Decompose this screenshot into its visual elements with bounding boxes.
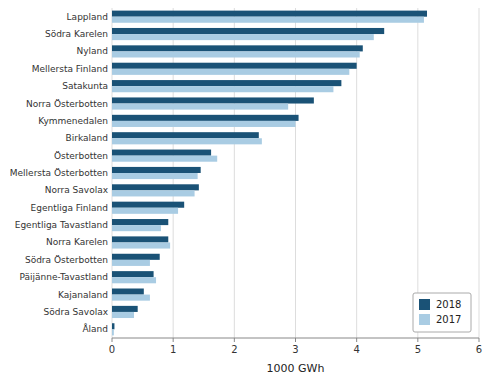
grid: [112, 8, 479, 338]
category-label: Satakunta: [62, 81, 108, 91]
category-label: Egentliga Tavastland: [15, 220, 108, 230]
bar: [112, 184, 199, 190]
grid-line: [479, 8, 480, 338]
tick-label: 2: [231, 344, 237, 355]
tick-mark: [112, 338, 113, 342]
bar: [112, 329, 114, 335]
bar: [112, 190, 195, 196]
bar: [112, 173, 198, 179]
bar: [112, 45, 363, 51]
bar: [112, 312, 134, 318]
bar: [112, 271, 154, 277]
axis-label: 1000 GWh: [267, 362, 325, 375]
bar: [112, 225, 161, 231]
bar: [112, 202, 184, 208]
bar: [112, 34, 374, 40]
tick-mark: [173, 338, 174, 342]
tick-label: 1: [170, 344, 176, 355]
category-label: Egentliga Finland: [31, 203, 108, 213]
bar: [112, 295, 150, 301]
y-axis: Lappland Södra Karelen Nyland Mellersta Fin…: [10, 12, 109, 335]
bar: [112, 208, 178, 214]
bar: [112, 104, 288, 110]
bar: [112, 219, 168, 225]
category-label: Birkaland: [66, 133, 108, 143]
tick-label: 0: [109, 344, 115, 355]
legend-swatch: [419, 299, 430, 310]
tick-label: 3: [292, 344, 298, 355]
bar: [112, 150, 211, 156]
grid-line: [417, 8, 418, 338]
bar: [112, 260, 150, 266]
bar: [112, 51, 360, 57]
bar: [112, 138, 262, 144]
bar: [112, 289, 144, 295]
bar: [112, 28, 384, 34]
legend-label: 2017: [436, 314, 461, 325]
tick-label: 6: [476, 344, 482, 355]
bars: [112, 11, 427, 336]
tick-mark: [295, 338, 296, 342]
chart-container: 0 1 2 3 4 5 6 1000 GWh Lappland Södra Karelen Nyla…: [0, 0, 491, 378]
category-label: Österbotten: [54, 151, 108, 161]
category-label: Åland: [82, 323, 108, 334]
bar: [112, 132, 259, 138]
category-label: Kajanaland: [58, 290, 108, 300]
bar: [112, 236, 168, 242]
category-label: Norra Karelen: [46, 237, 108, 247]
tick-label: 5: [415, 344, 421, 355]
bar: [112, 69, 349, 75]
tick-mark: [356, 338, 357, 342]
category-label: Södra Österbotten: [25, 255, 108, 265]
x-axis: 0 1 2 3 4 5 6 1000 GWh: [109, 338, 482, 375]
tick-mark: [417, 338, 418, 342]
tick-mark: [234, 338, 235, 342]
category-label: Nyland: [77, 46, 109, 56]
tick-mark: [479, 338, 480, 342]
bar: [112, 156, 217, 162]
bar: [112, 80, 341, 86]
category-label: Mellersta Österbotten: [10, 168, 108, 178]
bar: [112, 306, 138, 312]
bar: [112, 242, 170, 248]
chart: 0 1 2 3 4 5 6 1000 GWh Lappland Södra Karelen Nyla…: [0, 0, 491, 378]
bar: [112, 97, 314, 103]
tick-label: 4: [353, 344, 359, 355]
category-label: Norra Savolax: [45, 185, 109, 195]
bar: [112, 121, 296, 127]
category-label: Kymmenedalen: [38, 116, 108, 126]
bar: [112, 86, 333, 92]
legend-swatch: [419, 314, 430, 325]
bar: [112, 63, 357, 69]
category-label: Norra Österbotten: [26, 99, 108, 109]
legend-label: 2018: [436, 299, 461, 310]
bar: [112, 254, 160, 260]
category-label: Södra Karelen: [45, 29, 108, 39]
bar: [112, 277, 156, 283]
bar: [112, 323, 114, 329]
bar: [112, 115, 299, 121]
bar: [112, 11, 427, 17]
legend-box: [413, 293, 471, 332]
legend: 2018 2017: [413, 293, 471, 332]
category-label: Päijänne-Tavastland: [20, 272, 108, 282]
bar: [112, 17, 424, 23]
bar: [112, 167, 201, 173]
category-label: Mellersta Finland: [32, 64, 108, 74]
category-label: Södra Savolax: [44, 307, 109, 317]
category-label: Lappland: [67, 12, 108, 22]
